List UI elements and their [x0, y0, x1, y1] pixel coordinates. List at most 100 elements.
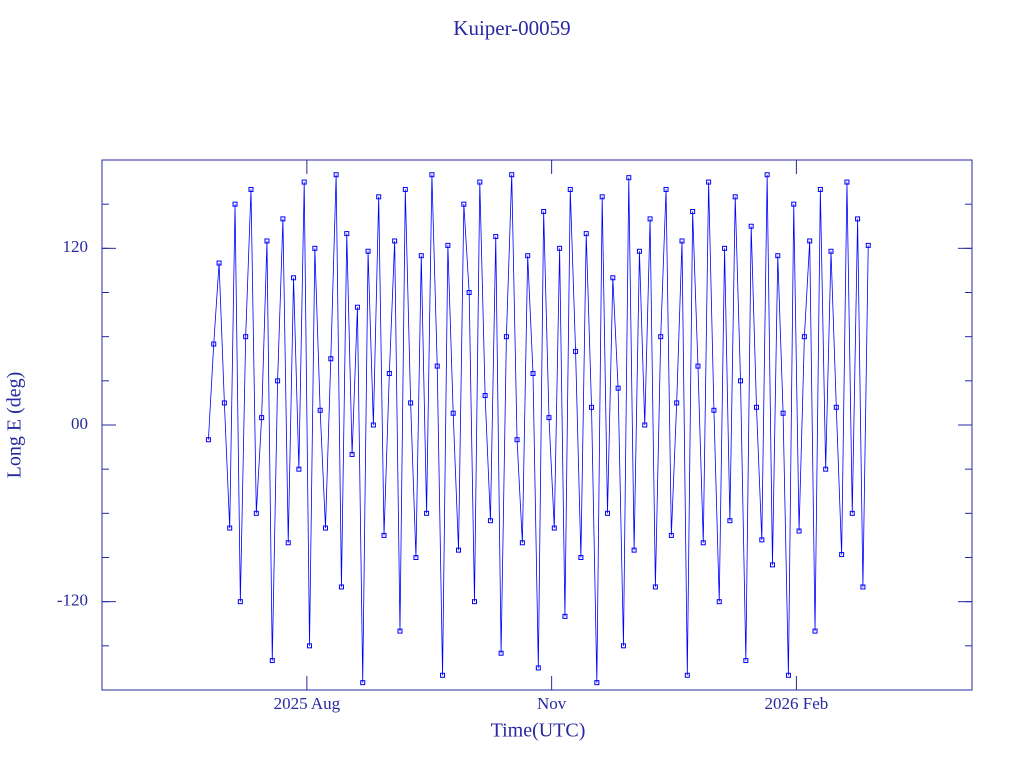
data-point: [285, 540, 291, 546]
data-point: [530, 370, 536, 376]
y-tick-label: -120: [57, 591, 88, 610]
data-point: [487, 518, 493, 524]
y-tick-label: 120: [63, 237, 89, 256]
data-point: [477, 179, 483, 185]
data-point: [562, 613, 568, 619]
data-point: [743, 658, 749, 664]
data-point: [461, 201, 467, 207]
data-point: [386, 370, 392, 376]
data-point: [785, 672, 791, 678]
data-point: [722, 245, 728, 251]
data-point: [328, 356, 334, 362]
data-point: [338, 584, 344, 590]
data-point: [280, 216, 286, 222]
data-point: [599, 194, 605, 200]
data-point: [695, 363, 701, 369]
data-point: [301, 179, 307, 185]
data-point: [514, 437, 520, 443]
data-point: [668, 532, 674, 538]
data-point: [647, 216, 653, 222]
data-point: [769, 562, 775, 568]
data-point: [551, 525, 557, 531]
data-point: [567, 186, 573, 192]
data-point: [700, 540, 706, 546]
data-point: [679, 238, 685, 244]
data-point: [541, 209, 547, 215]
data-point: [626, 175, 632, 181]
data-point: [775, 253, 781, 259]
x-tick-label: 2025 Aug: [274, 694, 341, 713]
data-point: [259, 415, 265, 421]
data-point: [440, 672, 446, 678]
data-point: [780, 410, 786, 416]
data-point: [573, 348, 579, 354]
data-point: [578, 555, 584, 560]
data-point: [296, 466, 302, 472]
data-point: [652, 584, 658, 590]
data-point: [349, 451, 355, 457]
data-point: [248, 186, 254, 192]
data-point: [408, 400, 414, 406]
data-point: [759, 537, 765, 543]
data-point: [684, 672, 690, 678]
data-point: [753, 404, 759, 410]
x-tick-label: Nov: [537, 694, 567, 713]
data-point: [546, 415, 552, 421]
data-point: [503, 334, 509, 340]
data-point: [307, 643, 313, 649]
data-point: [706, 179, 712, 185]
data-point: [732, 194, 738, 200]
data-point: [211, 341, 217, 347]
data-point: [370, 422, 376, 428]
data-point: [833, 404, 839, 410]
data-point: [738, 378, 744, 384]
data-point: [519, 540, 525, 546]
data-point: [748, 223, 754, 229]
data-point: [275, 378, 281, 384]
data-point: [828, 248, 834, 254]
data-point: [456, 547, 462, 553]
data-point: [264, 238, 270, 244]
data-point: [392, 238, 398, 244]
data-point: [525, 253, 531, 259]
data-point: [615, 385, 621, 391]
chart-title: Kuiper-00059: [453, 16, 570, 40]
data-point: [849, 510, 855, 516]
data-point: [493, 234, 499, 240]
data-point: [413, 555, 419, 560]
data-point: [535, 665, 541, 671]
data-point: [594, 680, 600, 686]
data-point: [716, 599, 722, 605]
data-point: [557, 245, 563, 251]
data-point: [322, 525, 328, 531]
data-point: [216, 260, 222, 266]
data-point: [482, 393, 488, 399]
x-tick-label: 2026 Feb: [765, 694, 829, 713]
data-point: [253, 510, 259, 516]
data-point: [620, 643, 626, 649]
data-point: [434, 363, 440, 369]
data-point: [791, 201, 797, 207]
data-point: [796, 528, 802, 534]
data-point: [360, 680, 366, 686]
y-tick-label: 00: [71, 414, 88, 433]
data-point: [221, 400, 227, 406]
data-point: [365, 248, 371, 254]
data-point: [205, 437, 211, 443]
data-point: [642, 422, 648, 428]
data-point: [227, 525, 233, 531]
data-point: [381, 532, 387, 538]
data-point: [764, 172, 770, 178]
data-point: [269, 658, 275, 664]
data-point: [817, 186, 823, 192]
data-point: [418, 253, 424, 259]
data-point: [812, 628, 818, 634]
data-point: [344, 231, 350, 237]
data-point: [658, 334, 664, 340]
data-point: [663, 186, 669, 192]
data-point: [631, 547, 637, 553]
y-axis-label: Long E (deg): [4, 372, 26, 479]
data-point: [450, 410, 456, 416]
data-point: [583, 231, 589, 237]
